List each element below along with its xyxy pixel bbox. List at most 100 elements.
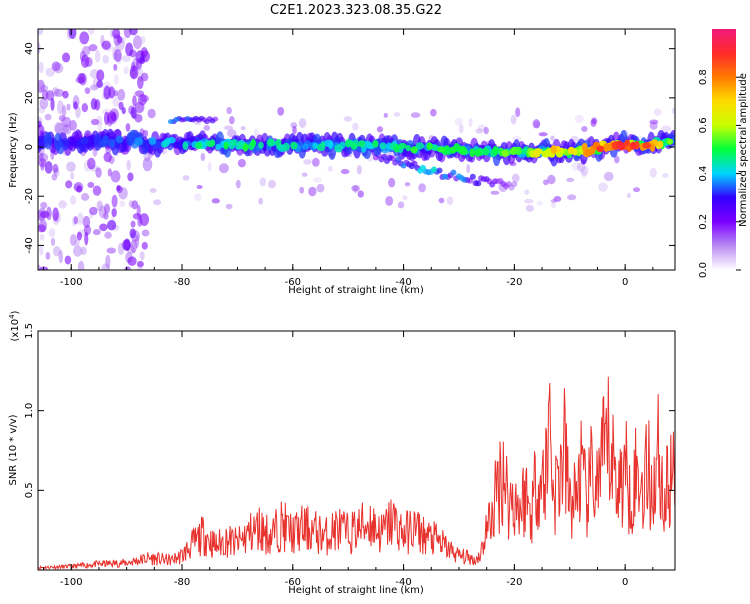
heatmap-cell: [84, 87, 91, 95]
heatmap-cell: [397, 201, 405, 209]
heatmap-cell: [509, 148, 517, 156]
colorbar: 0.0 0.2 0.4 0.6 0.8 Normalized spectral ampl…: [698, 29, 749, 278]
heatmap-cell: [154, 140, 163, 149]
heatmap-cell: [203, 125, 211, 131]
heatmap-cell: [590, 118, 597, 127]
heatmap-cell: [66, 103, 71, 111]
heatmap-cell: [598, 182, 608, 192]
heatmap-cell: [134, 113, 143, 123]
heatmap-cell: [259, 177, 266, 187]
heatmap-cell: [352, 122, 359, 131]
heatmap-cell: [438, 197, 445, 204]
heatmap-cell: [301, 143, 310, 150]
heatmap-cell: [450, 169, 457, 176]
heatmap-cell: [116, 184, 121, 192]
heatmap-cell: [87, 181, 95, 189]
heatmap-cell: [398, 142, 407, 149]
heatmap-cell: [316, 183, 325, 193]
heatmap-cell: [299, 186, 305, 194]
heatmap-cell: [103, 111, 110, 125]
heatmap-cell: [87, 157, 96, 170]
heatmap-cell: [566, 177, 575, 182]
heatmap-cell: [661, 125, 672, 133]
heatmap-cell: [142, 157, 153, 172]
heatmap-cell: [139, 213, 150, 227]
snr-multiplier-base: (x10: [10, 319, 21, 342]
heatmap-cell: [324, 139, 334, 148]
heatmap-cell: [383, 157, 390, 164]
snr-y-tick-label: 1.5: [24, 323, 35, 339]
spectrogram-x-tick-label: -80: [174, 277, 190, 288]
heatmap-cell: [475, 180, 482, 187]
heatmap-cell: [70, 172, 75, 180]
colorbar-ticks: 0.0 0.2 0.4 0.6 0.8: [698, 69, 741, 278]
heatmap-cell: [532, 150, 541, 158]
heatmap-cell: [115, 135, 124, 144]
heatmap-cell: [419, 164, 426, 171]
snr-x-tick-label: -20: [506, 577, 522, 588]
heatmap-cell: [489, 181, 496, 188]
heatmap-cell: [327, 165, 333, 172]
heatmap-cell: [73, 216, 79, 225]
heatmap-cell: [455, 173, 462, 180]
heatmap-cell: [148, 137, 157, 146]
heatmap-cell: [114, 73, 119, 85]
heatmap-cell: [215, 143, 222, 151]
heatmap-cell: [96, 200, 103, 212]
colorbar-label: Normalized spectral amplitude: [738, 73, 749, 227]
spectrogram-x-ticks: -100 -80 -60 -40 -20 0: [43, 29, 654, 288]
heatmap-cell: [65, 180, 73, 189]
heatmap-cell: [482, 147, 490, 156]
snr-x-tick-label: -40: [395, 577, 411, 588]
heatmap-cell: [99, 223, 108, 232]
heatmap-cell: [474, 149, 482, 157]
spectrogram-x-tick-label: 0: [622, 277, 628, 288]
heatmap-cell: [410, 112, 421, 118]
heatmap-cell: [102, 54, 109, 64]
heatmap-cell: [356, 164, 362, 175]
heatmap-cell: [106, 219, 117, 231]
heatmap-cell: [80, 54, 90, 68]
heatmap-cell: [405, 144, 411, 152]
heatmap-cell: [343, 115, 353, 122]
heatmap-cell: [200, 152, 206, 162]
heatmap-cell: [38, 42, 41, 55]
heatmap-cell: [38, 106, 46, 114]
heatmap-cell: [103, 85, 111, 100]
heatmap-cell: [383, 112, 388, 118]
heatmap-cell: [45, 252, 51, 260]
heatmap-cell: [525, 204, 535, 212]
heatmap-cell: [81, 102, 89, 113]
heatmap-cell: [475, 128, 484, 134]
heatmap-cell: [89, 84, 99, 91]
snr-y-tick-label: 1.0: [24, 403, 35, 419]
heatmap-cell: [153, 199, 162, 206]
heatmap-cell: [458, 145, 467, 155]
heatmap-cell: [92, 185, 102, 196]
heatmap-cell: [431, 166, 438, 173]
heatmap-cell: [107, 168, 113, 177]
heatmap-cell: [393, 143, 400, 153]
heatmap-cell: [119, 200, 126, 207]
heatmap-cell: [52, 163, 59, 174]
heatmap-cell: [73, 101, 78, 110]
heatmap-cell: [149, 188, 157, 193]
heatmap-cell: [141, 140, 150, 155]
heatmap-cell: [138, 93, 147, 106]
heatmap-cell: [125, 42, 134, 57]
heatmap-cell: [466, 163, 471, 174]
heatmap-cell: [70, 195, 77, 205]
heatmap-cell: [54, 121, 64, 135]
heatmap-cell: [39, 244, 44, 256]
heatmap-cell: [111, 208, 117, 218]
heatmap-cell: [54, 88, 64, 97]
heatmap-cell: [48, 228, 56, 238]
snr-y-ticks: 0.5 1.0 1.5: [24, 323, 675, 498]
heatmap-cell: [79, 31, 90, 45]
heatmap-cell: [103, 152, 112, 163]
heatmap-cell: [39, 210, 50, 219]
heatmap-cell: [536, 200, 543, 206]
heatmap-cell: [139, 56, 146, 65]
heatmap-cell: [581, 169, 587, 178]
